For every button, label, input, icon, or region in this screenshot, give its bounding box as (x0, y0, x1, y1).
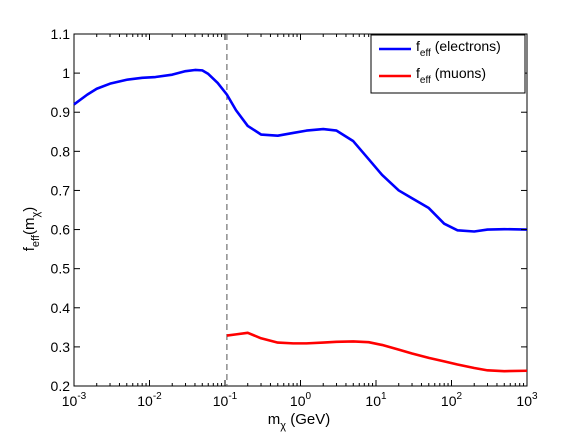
y-tick-label: 0.4 (51, 300, 71, 316)
legend: feff (electrons) feff (muons) (370, 34, 526, 94)
x-tick-label: 100 (290, 391, 312, 409)
series-group (73, 68, 528, 373)
x-tick-label: 103 (516, 391, 538, 409)
series-line-muons (226, 331, 528, 373)
x-tick-label: 102 (441, 391, 463, 409)
y-tick-label: 0.5 (51, 261, 71, 277)
y-tick-label: 0.8 (51, 143, 71, 159)
y-tick-label: 1 (62, 65, 70, 81)
x-tick-label: 10-1 (213, 391, 238, 409)
y-tick-label: 0.9 (51, 104, 71, 120)
y-tick-label: 0.2 (51, 378, 71, 394)
legend-label-muons: feff (muons) (416, 65, 486, 86)
y-tick-label: 0.6 (51, 222, 71, 238)
x-tick-label: 101 (365, 391, 387, 409)
legend-box (370, 34, 526, 94)
y-tick-labels: 0.2 0.3 0.4 0.5 0.6 0.7 0.8 0.9 1 1.1 (51, 26, 71, 394)
series-line-electrons (73, 68, 528, 233)
x-axis-label: mχ (GeV) (268, 411, 330, 432)
x-tick-label: 10-3 (62, 391, 87, 409)
y-tick-label: 0.7 (51, 182, 71, 198)
y-tick-label: 1.1 (51, 26, 71, 42)
x-tick-label: 10-2 (137, 391, 162, 409)
legend-label-electrons: feff (electrons) (416, 38, 501, 59)
x-tick-labels: 10-3 10-2 10-1 100 101 102 103 (62, 391, 538, 409)
y-axis-label: feff(mχ) (21, 207, 42, 251)
y-tick-label: 0.3 (51, 339, 71, 355)
